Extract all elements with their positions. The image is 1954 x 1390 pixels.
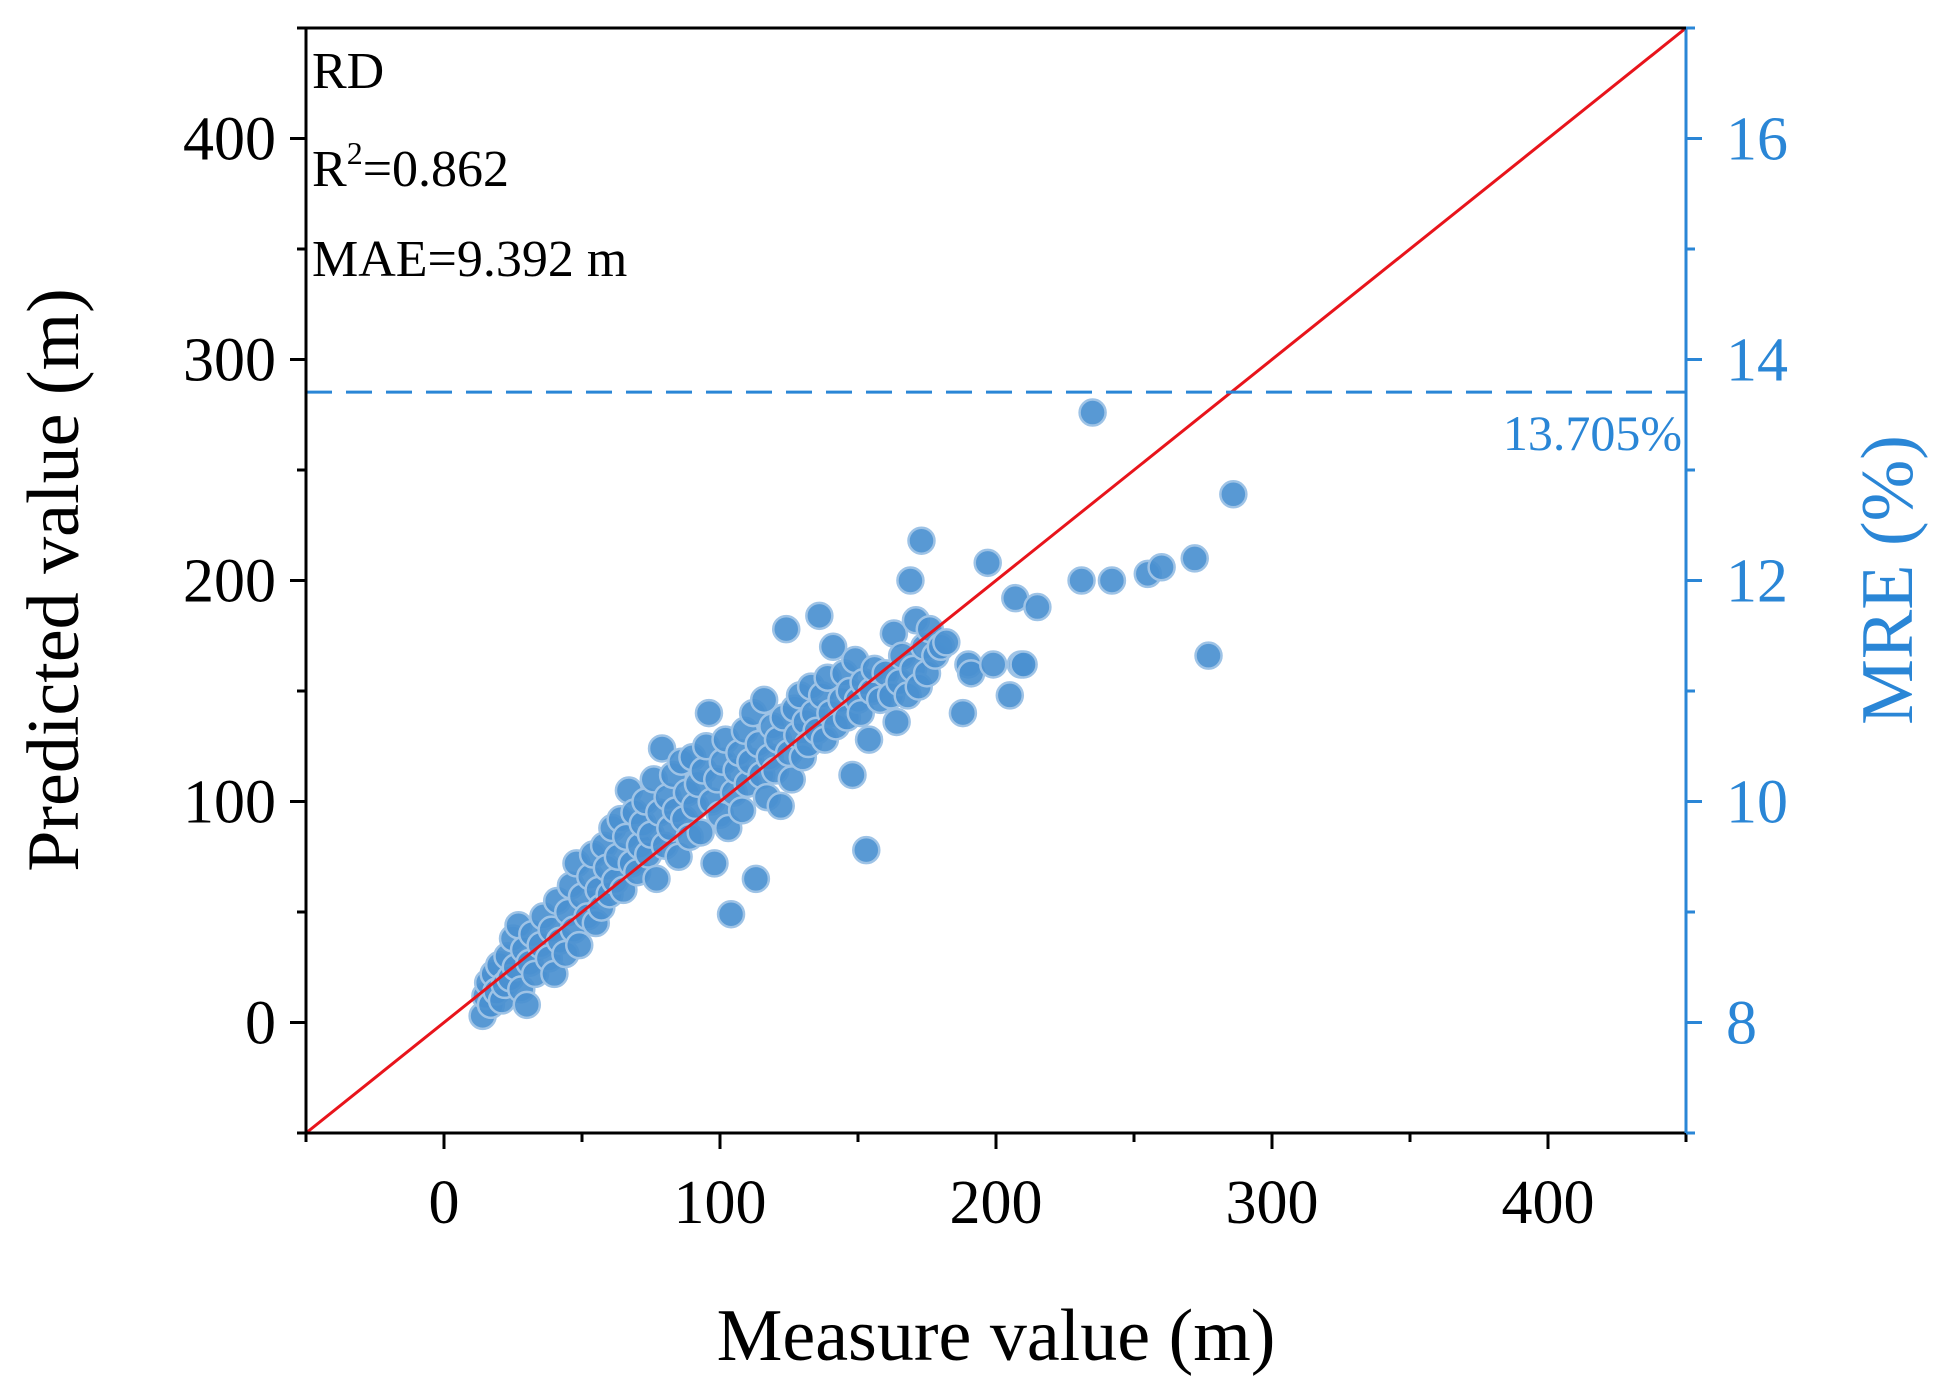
data-point (1009, 650, 1038, 679)
data-point (854, 725, 884, 754)
data-point (766, 791, 795, 821)
data-point (973, 548, 1002, 578)
mre-value-label: 13.705% (1503, 405, 1682, 461)
data-point (1180, 544, 1209, 573)
data-point (1023, 592, 1052, 622)
data-point (838, 760, 867, 790)
y2-tick-label: 10 (1726, 769, 1788, 837)
scatter-points (468, 398, 1248, 1031)
y2-tick-label: 12 (1726, 548, 1788, 616)
data-point (1194, 641, 1223, 670)
data-point (948, 698, 978, 728)
data-point (846, 698, 876, 728)
y-tick-label: 200 (183, 548, 276, 616)
data-point (686, 818, 715, 847)
data-point (1147, 552, 1176, 582)
y2-tick-label: 14 (1726, 327, 1788, 395)
r2-superscript: 2 (347, 135, 363, 171)
data-point (771, 614, 801, 644)
y-axis-title: Predicted value (m) (13, 288, 95, 872)
x-tick-label: 300 (1226, 1169, 1319, 1237)
data-point (716, 899, 746, 929)
axes: 0 100 200 300 400 0 100 200 300 400 8 10 12 14 16 (183, 26, 1788, 1237)
x-axis-title: Measure value (m) (717, 1295, 1276, 1377)
data-point (995, 681, 1025, 710)
data-point (1097, 566, 1127, 595)
x-tick-label: 400 (1502, 1169, 1595, 1237)
y-tick-label: 0 (245, 990, 276, 1058)
data-point (896, 566, 925, 595)
y-tick-label: 300 (183, 327, 276, 395)
r2-annotation: R2=0.862 (312, 135, 509, 198)
data-point (694, 698, 724, 728)
data-point (852, 835, 881, 865)
panel-label: RD (312, 43, 384, 100)
data-point (727, 796, 757, 825)
data-point (777, 765, 807, 794)
data-point (818, 632, 848, 662)
r2-prefix: R (312, 141, 347, 198)
data-point (805, 601, 834, 631)
y-tick-label: 100 (183, 769, 276, 837)
data-point (932, 628, 961, 657)
r2-value: =0.862 (363, 141, 509, 198)
data-point (907, 526, 936, 555)
x-tick-label: 200 (950, 1169, 1043, 1237)
y2-axis-title: MRE (%) (1847, 435, 1929, 725)
data-point (700, 849, 729, 878)
data-point (749, 685, 779, 715)
x-tick-label: 0 (429, 1169, 460, 1237)
data-point (741, 864, 771, 894)
data-point (1219, 480, 1248, 509)
reference-line-1to1 (306, 28, 1686, 1133)
data-point (512, 990, 542, 1020)
y2-tick-label: 8 (1726, 990, 1757, 1058)
data-point (1067, 566, 1096, 595)
data-point (882, 707, 911, 737)
data-point (1078, 398, 1107, 427)
data-point (978, 650, 1008, 679)
mae-annotation: MAE=9.392 m (312, 231, 627, 288)
x-tick-label: 100 (674, 1169, 767, 1237)
data-point (564, 930, 594, 960)
y-tick-label: 400 (183, 106, 276, 174)
data-point (642, 864, 671, 894)
data-point (647, 734, 677, 763)
y2-tick-label: 16 (1726, 106, 1788, 174)
